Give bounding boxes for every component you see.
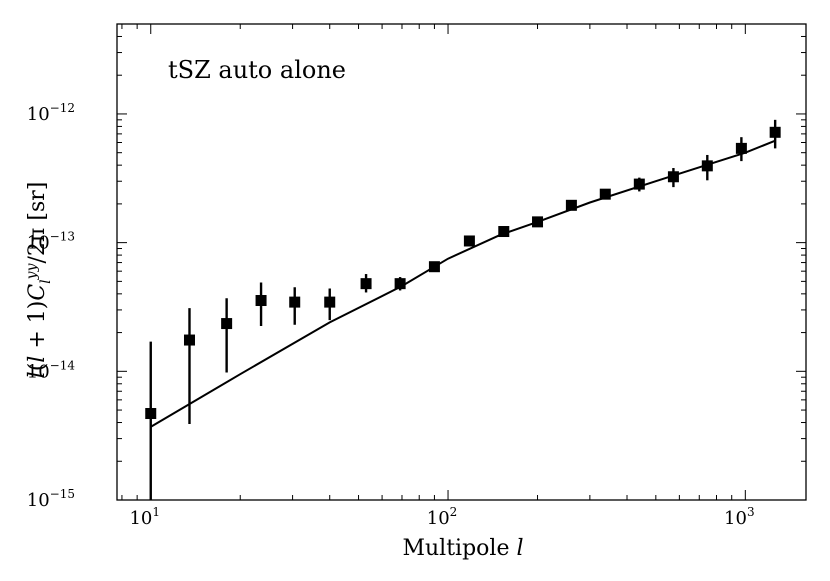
data-point — [701, 160, 713, 172]
plot-frame — [116, 23, 807, 501]
data-point — [324, 296, 336, 308]
data-point — [769, 126, 781, 138]
data-markers — [145, 126, 781, 420]
data-point — [255, 295, 267, 307]
data-point — [221, 318, 233, 330]
data-point — [428, 261, 440, 273]
axis-ticks — [117, 23, 806, 501]
data-point — [463, 235, 475, 247]
chart-annotation: tSZ auto alone — [168, 56, 346, 84]
x-tick-label: 101 — [129, 505, 160, 529]
y-tick-label: 10−15 — [27, 487, 75, 511]
data-point — [599, 188, 611, 200]
y-axis-title: l(l + 1)Clyy/2π [sr] — [24, 182, 54, 379]
x-tick-label: 103 — [724, 505, 755, 529]
x-tick-label: 102 — [427, 505, 458, 529]
data-point — [145, 408, 157, 420]
data-point — [498, 226, 510, 238]
data-point — [633, 178, 645, 190]
data-point — [183, 334, 195, 346]
y-tick-label: 10−12 — [27, 101, 75, 125]
data-point — [667, 171, 679, 183]
data-point — [360, 278, 372, 290]
x-axis-title: Multipole l — [402, 536, 523, 561]
data-point — [532, 216, 544, 228]
error-bars — [149, 119, 777, 500]
model-line — [150, 139, 776, 428]
data-point — [565, 199, 577, 211]
data-point — [735, 142, 747, 154]
data-point — [289, 296, 301, 308]
data-point — [394, 278, 406, 290]
